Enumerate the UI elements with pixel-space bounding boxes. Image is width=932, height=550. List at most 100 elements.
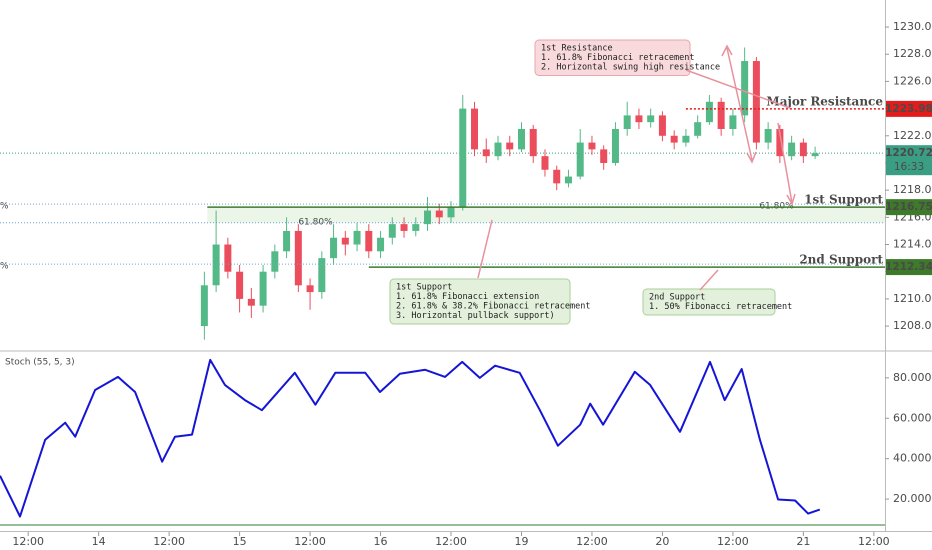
candle-body [259,271,267,306]
candle-body [294,230,302,286]
current-price-box [886,145,932,176]
candle-body [236,271,244,299]
candle-body [658,115,666,136]
candle-body [588,142,596,150]
candle-body [600,149,608,163]
candle-body [623,115,631,129]
candle-body [517,128,525,150]
y-tick-label: 1208.00 [893,319,932,332]
candle-body [424,210,432,225]
y-tick-label: 1230.00 [893,20,932,33]
current-price-label: 1220.72 [885,147,932,159]
candle-body [318,258,326,293]
x-tick-label: 14 [92,535,106,548]
callout-box [389,278,571,325]
candle-body [200,285,208,327]
candle-body [482,149,490,157]
arrow [726,47,753,161]
candle-body [306,285,314,293]
y-tick-label: 60.0000 [893,411,932,424]
stoch-line [0,358,821,518]
fib-label: 61.80% [298,217,333,227]
level-price-box [886,199,932,216]
connector [477,219,493,279]
candle-body [377,237,385,252]
countdown: 16:33 [894,161,924,173]
arrow [777,122,793,204]
x-tick-label: 12:00 [717,535,749,548]
arrow-head [786,193,796,206]
callout-box [642,288,776,316]
x-tick-label: 20 [655,535,669,548]
candle-body [752,61,760,143]
candle-body [247,298,255,306]
candle-body [670,135,678,143]
candle-body [635,115,643,123]
stoch-title: Stoch (55, 5, 3) [5,358,75,368]
arrows [477,44,796,291]
candle-body [553,169,561,184]
callout-line: 1st Resistance [541,44,613,54]
candle-body [799,142,807,157]
candle-body [541,156,549,170]
candle-body [741,61,749,116]
fib-zone [207,207,885,223]
candle-body [647,115,655,123]
callout-line: 1. 50% Fibonacci retracement [649,302,792,312]
candle-body [776,128,784,157]
y-tick-label: 1228.00 [893,47,932,60]
x-tick-label: 15 [233,535,247,548]
y-tick-label: 1226.00 [893,74,932,87]
y-tick-label: 1218.00 [893,183,932,196]
callout-box [534,39,691,76]
connector [685,69,791,109]
candle-body [330,237,338,259]
candle-body [694,122,702,136]
candle-body [341,237,349,245]
candle-body [564,176,572,184]
candle-body [506,142,514,150]
x-tick-label: 12:00 [858,535,890,548]
y-tick-label: 20.0000 [893,492,932,505]
candle-body [811,153,819,157]
level-price-label: 1212.34 [885,261,932,273]
candle-body [471,108,479,150]
x-tick-label: 12:00 [153,535,185,548]
candle-body [729,115,737,129]
candle-body [788,142,796,157]
level-price-label: 1223.98 [885,103,932,115]
y-tick-label: 80.0000 [893,371,932,384]
x-tick-label: 21 [796,535,810,548]
x-tick-label: 12:00 [576,535,608,548]
candle-body [412,224,420,231]
callout-line: 1st Support [396,283,452,293]
level-price-box [886,100,932,117]
fib-label: % [0,262,9,272]
level-price-box [886,259,932,276]
y-tick-label: 1222.00 [893,129,932,142]
level-name: 1st Support [804,193,883,207]
candle-body [576,142,584,177]
x-tick-label: 12:00 [294,535,326,548]
level-name: Major Resistance [766,94,883,108]
candle-body [764,128,772,143]
candle-body [529,128,537,157]
x-tick-label: 19 [514,535,528,548]
x-tick-label: 12:00 [12,535,44,548]
candle-body [611,128,619,163]
level-price-label: 1216.75 [885,201,932,213]
y-tick-label: 1210.00 [893,292,932,305]
candle-body [212,244,220,286]
candle-body [494,142,502,157]
y-tick-label: 40.0000 [893,452,932,465]
callout-line: 2. Horizontal swing high resistance [541,63,720,73]
candle-body [271,251,279,272]
candle-body [705,101,713,123]
candle-body [365,230,373,252]
candle-body [717,101,725,129]
candle-body [682,135,690,143]
